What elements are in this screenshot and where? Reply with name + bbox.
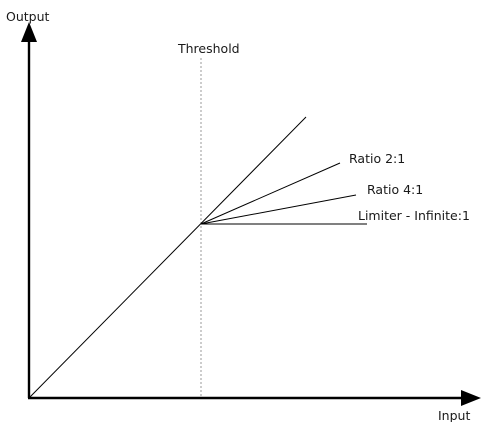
limiter-label: Limiter - Infinite:1 — [358, 208, 470, 223]
x-axis-arrowhead — [461, 390, 481, 406]
unity-line — [28, 116, 307, 399]
ratio-4-1-label: Ratio 4:1 — [367, 182, 423, 197]
ratio-2-1-label: Ratio 2:1 — [349, 151, 405, 166]
y-axis-arrowhead — [21, 22, 37, 42]
threshold-label: Threshold — [177, 41, 240, 56]
ratio-2-1-line — [200, 162, 341, 225]
x-axis-label: Input — [438, 408, 470, 422]
ratio-4-1-line — [200, 194, 357, 225]
y-axis-label: Output — [6, 9, 50, 24]
